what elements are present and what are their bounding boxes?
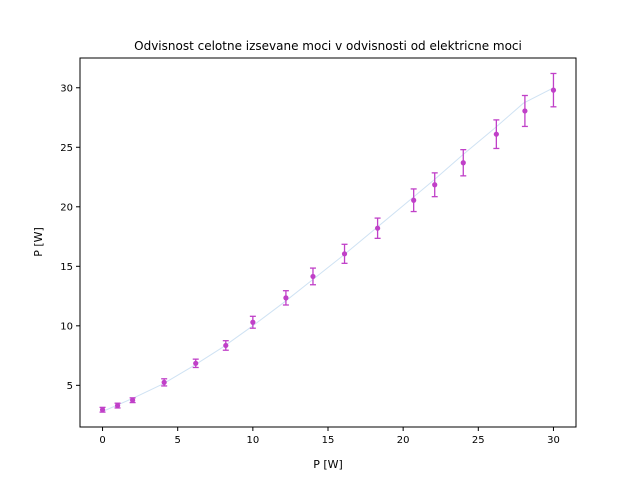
data-point: [341, 251, 348, 257]
data-point: [493, 131, 499, 137]
data-point: [375, 225, 381, 231]
data-point: [130, 397, 136, 403]
y-tick-label: 20: [60, 202, 73, 213]
x-axis-ticks: 0 5 10 15 20 25 30: [99, 427, 560, 446]
data-point: [460, 160, 466, 166]
x-tick-label: 15: [322, 435, 335, 446]
y-tick-label: 15: [60, 262, 73, 273]
y-tick-label: 5: [67, 381, 73, 392]
y-axis-label: P [W]: [32, 227, 45, 257]
data-point: [550, 87, 557, 93]
y-axis-ticks: 5 10 15 20 25 30: [60, 83, 80, 392]
y-tick-label: 30: [60, 83, 73, 94]
data-point: [522, 108, 528, 114]
x-tick-label: 30: [547, 435, 560, 446]
data-point: [114, 402, 121, 409]
data-point: [432, 182, 438, 188]
x-tick-label: 20: [397, 435, 410, 446]
x-tick-label: 10: [246, 435, 259, 446]
axes-frame: [79, 57, 577, 428]
data-point: [411, 197, 417, 203]
y-tick-label: 25: [60, 143, 73, 154]
data-point: [193, 360, 199, 366]
data-point: [283, 295, 289, 301]
y-tick-label: 10: [60, 321, 73, 332]
x-axis-label: P [W]: [313, 458, 343, 471]
data-point: [223, 342, 229, 349]
data-point: [161, 379, 167, 385]
data-point: [310, 273, 316, 280]
x-tick-label: 5: [175, 435, 181, 446]
data-point: [250, 319, 256, 325]
x-tick-label: 25: [472, 435, 485, 446]
chart-title: Odvisnost celotne izsevane moci v odvisn…: [134, 39, 522, 53]
x-tick-label: 0: [99, 435, 105, 446]
fit-line: [102, 87, 554, 412]
plot-area: [99, 72, 557, 413]
data-point: [99, 407, 106, 413]
